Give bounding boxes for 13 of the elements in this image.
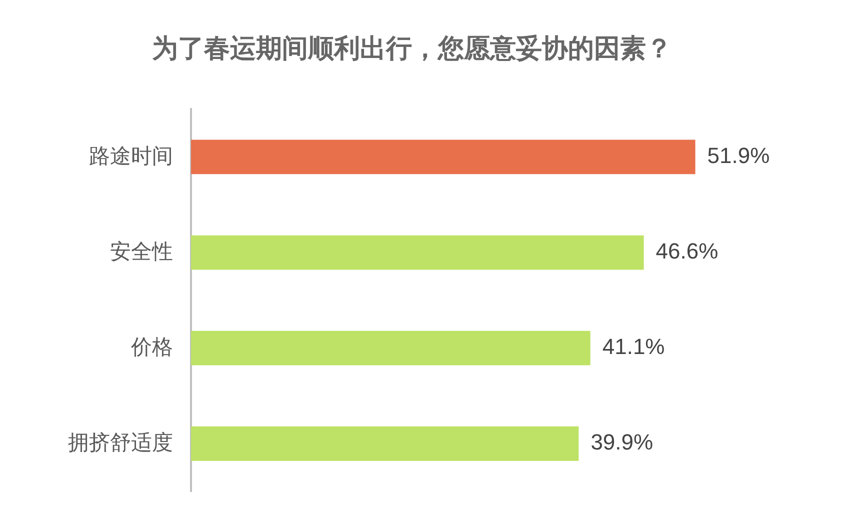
y-tick-label: 价格 xyxy=(130,336,173,359)
data-label: 39.9% xyxy=(590,430,654,455)
chart-title: 为了春运期间顺利出行，您愿意妥协的因素？ xyxy=(152,32,672,63)
data-label: 46.6% xyxy=(656,238,718,264)
y-tick-label: 拥挤舒适度 xyxy=(68,431,173,454)
bar xyxy=(191,426,579,461)
data-label: 51.9% xyxy=(707,143,770,168)
y-tick-label: 安全性 xyxy=(110,240,173,264)
bar xyxy=(191,140,696,174)
bar xyxy=(191,235,644,270)
bar xyxy=(191,330,590,366)
y-tick-label: 路途时间 xyxy=(89,144,173,168)
data-label: 41.1% xyxy=(602,334,665,360)
